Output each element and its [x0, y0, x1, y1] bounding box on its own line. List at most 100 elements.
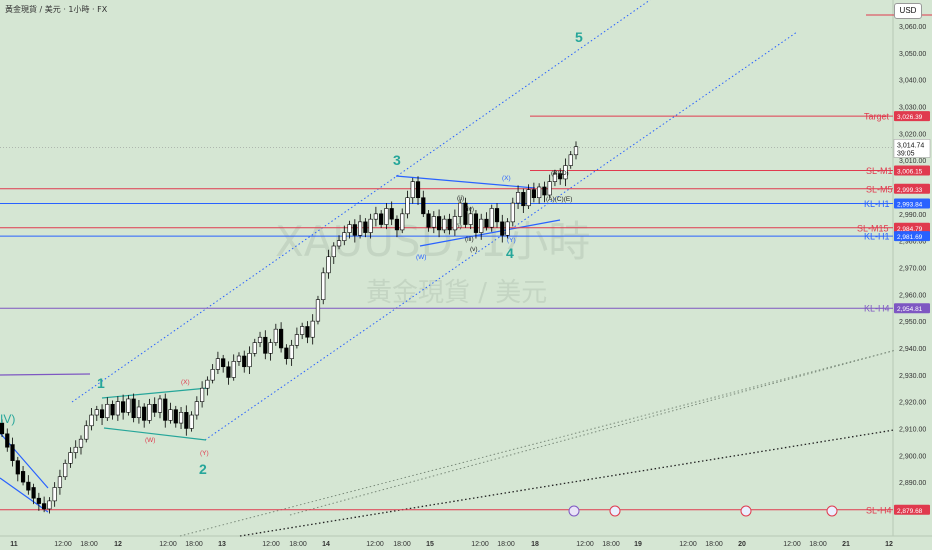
candle-body	[200, 387, 205, 402]
candle-body	[68, 452, 73, 464]
candle-body	[357, 221, 363, 236]
candle-body	[173, 409, 178, 424]
level-name-label: SL-M1	[866, 166, 893, 176]
purple-trendline	[0, 373, 91, 376]
candle-body	[42, 503, 47, 510]
name-watermark: 黃金現貨 / 美元	[366, 278, 548, 308]
candle-body	[31, 487, 36, 499]
candle-body	[494, 208, 500, 223]
level-price-tag	[894, 198, 930, 209]
candle-body	[57, 476, 63, 488]
price-tick-label: 3,040.00	[899, 78, 926, 85]
candle-body	[515, 192, 521, 204]
level-price-value: 2,954.81	[897, 306, 923, 313]
time-tick-label: 18:00	[705, 541, 723, 548]
candle-body	[558, 173, 563, 180]
price-tick-label: 2,900.00	[899, 453, 926, 460]
candle-body	[0, 422, 5, 435]
candle-body	[242, 355, 247, 368]
candle-body	[310, 320, 315, 338]
candle-body	[426, 213, 431, 228]
price-tick-label: 3,020.00	[899, 131, 926, 138]
candle-body	[400, 213, 405, 231]
minor-wave-label: (X)	[181, 379, 190, 386]
level-price-value: 3,026.39	[897, 114, 923, 121]
candle-body	[20, 471, 26, 483]
candle-body	[284, 347, 289, 359]
time-tick-label: 18:00	[80, 541, 98, 548]
candle-body	[500, 221, 505, 236]
time-tick-label: 11	[10, 541, 18, 548]
candle-body	[231, 361, 236, 378]
candle-body	[279, 328, 284, 349]
wave-label-2: 2	[199, 461, 207, 477]
level-price-tag	[894, 165, 930, 176]
candle-body	[189, 414, 194, 429]
minor-wave-label: (B)(D)	[551, 170, 569, 177]
candle-body	[142, 406, 147, 421]
candle-body	[573, 146, 579, 156]
time-tick-label: 12	[885, 541, 893, 548]
price-tick-label: 2,970.00	[899, 265, 926, 272]
upper-channel-line	[71, 0, 651, 403]
time-tick-label: 13	[218, 541, 226, 548]
lightning-event-icon[interactable]	[568, 505, 580, 517]
minor-wave-label: (W)	[416, 254, 426, 261]
wave-label-3: 3	[393, 152, 401, 168]
price-tick-label: 3,010.00	[899, 158, 926, 165]
candle-body	[458, 202, 463, 217]
us-flag-event-icon[interactable]	[826, 505, 838, 517]
wedge-top-line	[101, 387, 209, 399]
minor-wave-label: (iv)	[465, 206, 474, 213]
candle-body	[547, 181, 552, 196]
candle-body	[363, 221, 368, 233]
price-tick-label: 3,050.00	[899, 51, 926, 58]
candle-body	[26, 481, 31, 491]
candle-body	[247, 353, 252, 368]
currency-button[interactable]: USD	[894, 3, 922, 19]
candle-body	[489, 208, 494, 228]
candle-body	[473, 213, 479, 233]
us-flag-event-icon[interactable]	[609, 505, 621, 517]
candle-body	[115, 401, 120, 416]
candle-body	[105, 404, 110, 419]
time-tick-label: 12:00	[783, 541, 801, 548]
candle-body	[373, 213, 378, 220]
candle-body	[210, 369, 215, 381]
level-price-value: 2,879.68	[897, 508, 923, 515]
price-tick-label: 2,930.00	[899, 373, 926, 380]
level-price-tag	[894, 504, 930, 515]
level-price-tag	[894, 111, 930, 122]
candle-body	[163, 398, 168, 421]
candle-body	[568, 154, 573, 166]
wedge-bottom-line	[103, 427, 207, 441]
long-support-line	[289, 349, 897, 516]
candle-body	[321, 272, 326, 300]
minor-wave-label: (Y)	[200, 450, 209, 457]
us-flag-event-icon[interactable]	[740, 505, 752, 517]
candle-body	[342, 232, 347, 241]
price-tick-label: 3,030.00	[899, 104, 926, 111]
candle-body	[431, 216, 436, 228]
wave-label-5: 5	[575, 29, 583, 45]
price-tick-label: 2,980.00	[899, 239, 926, 246]
level-price-tag	[894, 303, 930, 314]
triangle-bottom-line	[419, 219, 561, 247]
candle-body	[300, 326, 305, 335]
down-trendline-lower	[0, 477, 49, 513]
candle-body	[421, 197, 426, 215]
minor-wave-label: (v)	[470, 246, 478, 253]
candle-body	[368, 218, 373, 233]
minor-wave-label: (A)(C)(E)	[546, 196, 572, 203]
level-price-value: 2,984.79	[897, 226, 923, 233]
level-name-label: KL-H1	[864, 199, 890, 209]
time-tick-label: 12:00	[262, 541, 280, 548]
price-tick-label: 2,950.00	[899, 319, 926, 326]
price-tick-label: 3,060.00	[899, 24, 926, 31]
candle-body	[542, 186, 547, 196]
candle-body	[347, 224, 352, 233]
time-tick-label: 21	[842, 541, 850, 548]
time-tick-label: 12:00	[679, 541, 697, 548]
wave-label-iv: IV)	[0, 412, 15, 426]
